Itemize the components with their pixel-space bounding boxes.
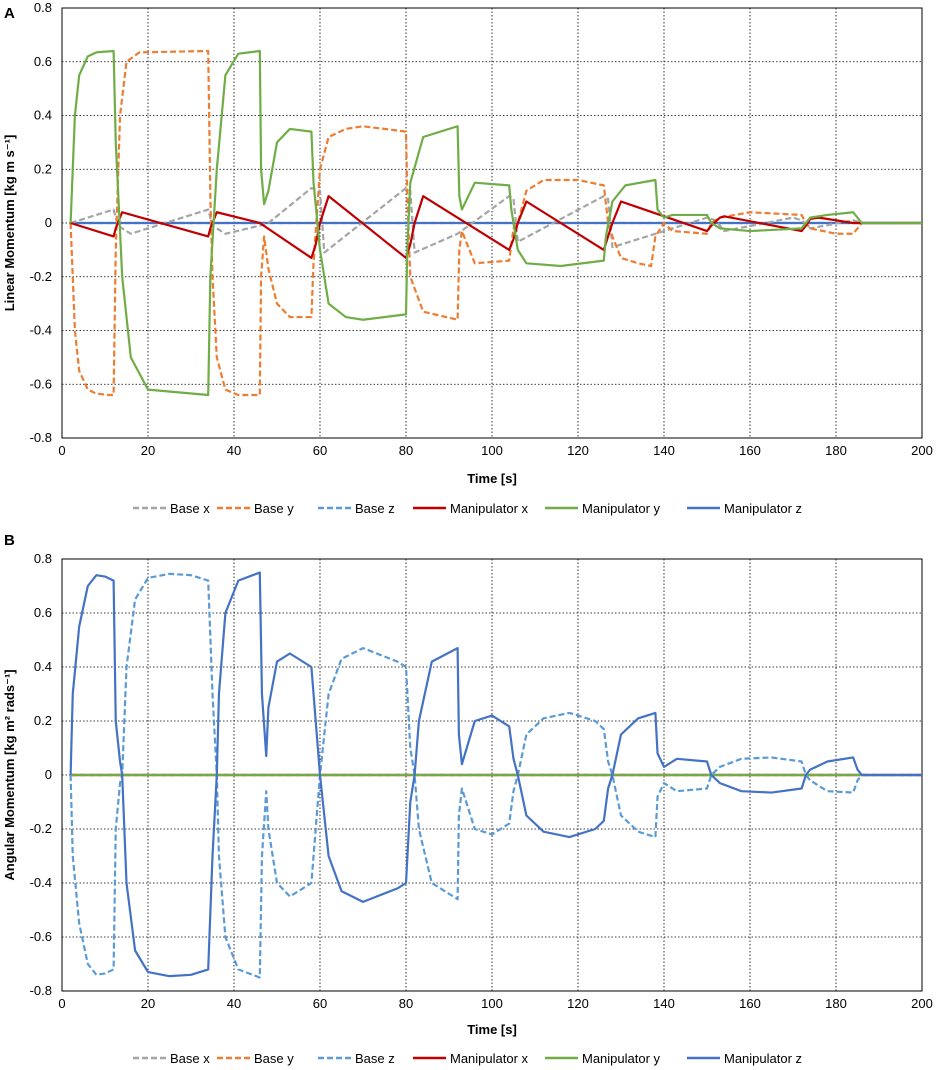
panel-b-x-tick-label: 180 bbox=[825, 996, 847, 1011]
panel-a-x-tick-label: 60 bbox=[313, 443, 327, 458]
panel-a-y-tick-label: 0.8 bbox=[34, 0, 52, 15]
panel-b-x-tick-label: 100 bbox=[481, 996, 503, 1011]
panel-b-x-tick-label: 20 bbox=[141, 996, 155, 1011]
panel-a-legend-label: Base y bbox=[254, 501, 294, 516]
panel-a-x-tick-label: 0 bbox=[58, 443, 65, 458]
panel-a-x-axis-title: Time [s] bbox=[467, 471, 517, 486]
panel-b-y-tick-label: -0.2 bbox=[30, 821, 52, 836]
panel-b-y-axis-title: Angular Momentum [kg m² rads⁻¹] bbox=[2, 669, 17, 880]
panel-b-legend-label: Base y bbox=[254, 1051, 294, 1066]
panel-a-y-tick-labels: 0.8 0.6 0.4 0.2 0 -0.2 -0.4 -0.6 -0.8 bbox=[30, 0, 52, 445]
panel-a-series-base-x bbox=[70, 186, 922, 254]
panel-b-x-tick-label: 140 bbox=[653, 996, 675, 1011]
panel-b-y-tick-label: -0.4 bbox=[30, 875, 52, 890]
panel-a-x-tick-label: 140 bbox=[653, 443, 675, 458]
panel-a-x-tick-label: 80 bbox=[399, 443, 413, 458]
panel-b-x-tick-label: 160 bbox=[739, 996, 761, 1011]
panel-a-x-tick-label: 200 bbox=[911, 443, 933, 458]
panel-b-x-tick-label: 120 bbox=[567, 996, 589, 1011]
panel-a-y-tick-label: -0.2 bbox=[30, 269, 52, 284]
panel-a-y-tick-label: -0.6 bbox=[30, 376, 52, 391]
panel-b-x-tick-label: 0 bbox=[58, 996, 65, 1011]
panel-a-legend-label: Base z bbox=[355, 501, 395, 516]
panel-a-y-tick-label: -0.8 bbox=[30, 430, 52, 445]
panel-b-x-tick-label: 80 bbox=[399, 996, 413, 1011]
panel-b-legend-label: Manipulator z bbox=[724, 1051, 802, 1066]
panel-b-chart: B 0.8 0.6 0.4 0.2 0 -0.2 -0.4 -0.6 -0.8 0 20 40 60 8… bbox=[2, 532, 933, 1066]
panel-a-x-tick-labels: 0 20 40 60 80 100 120 140 160 180 200 bbox=[58, 443, 932, 458]
panel-a-series-group bbox=[69, 49, 922, 397]
panel-a-x-tick-label: 20 bbox=[141, 443, 155, 458]
panel-b-y-tick-labels: 0.8 0.6 0.4 0.2 0 -0.2 -0.4 -0.6 -0.8 bbox=[30, 551, 52, 998]
panel-a-legend-label: Manipulator y bbox=[582, 501, 661, 516]
panel-a-label: A bbox=[4, 5, 15, 22]
panel-b-x-tick-label: 60 bbox=[313, 996, 327, 1011]
panel-b-y-tick-label: 0.8 bbox=[34, 551, 52, 566]
panel-b-y-tick-label: 0.6 bbox=[34, 605, 52, 620]
panel-b-legend-label: Base x bbox=[170, 1051, 210, 1066]
panel-b-x-axis-title: Time [s] bbox=[467, 1022, 517, 1037]
panel-b-x-tick-labels: 0 20 40 60 80 100 120 140 160 180 200 bbox=[58, 996, 932, 1011]
panel-a-legend-label: Manipulator x bbox=[450, 501, 529, 516]
panel-b-legend-label: Manipulator x bbox=[450, 1051, 529, 1066]
panel-b-y-tick-label: 0.2 bbox=[34, 713, 52, 728]
panel-a-legend: Base x Base y Base z Manipulator x Manipulat… bbox=[133, 501, 802, 516]
panel-a-legend-label: Base x bbox=[170, 501, 210, 516]
panel-b-x-tick-label: 40 bbox=[227, 996, 241, 1011]
panel-a-x-tick-label: 160 bbox=[739, 443, 761, 458]
panel-a-y-tick-label: 0.2 bbox=[34, 161, 52, 176]
panel-a-x-tick-label: 40 bbox=[227, 443, 241, 458]
panel-b-label: B bbox=[4, 532, 15, 549]
panel-b-y-tick-label: -0.8 bbox=[30, 983, 52, 998]
panel-b-legend-label: Base z bbox=[355, 1051, 395, 1066]
panel-b-y-tick-label: -0.6 bbox=[30, 929, 52, 944]
panel-a-legend-label: Manipulator z bbox=[724, 501, 802, 516]
panel-a-series-manipulator-y bbox=[69, 49, 922, 397]
panel-a-y-tick-label: 0.4 bbox=[34, 108, 52, 123]
panel-b-series-base-z bbox=[69, 572, 922, 979]
panel-b-y-tick-label: 0.4 bbox=[34, 659, 52, 674]
panel-a-y-tick-label: -0.4 bbox=[30, 323, 52, 338]
panel-a-y-tick-label: 0 bbox=[45, 215, 52, 230]
panel-b-x-tick-label: 200 bbox=[911, 996, 933, 1011]
panel-b-y-tick-label: 0 bbox=[45, 767, 52, 782]
panel-a-y-tick-label: 0.6 bbox=[34, 54, 52, 69]
panel-a-series-base-y bbox=[69, 49, 922, 397]
panel-a-x-tick-label: 180 bbox=[825, 443, 847, 458]
panel-a-x-tick-label: 100 bbox=[481, 443, 503, 458]
panel-b-legend: Base x Base y Base z Manipulator x Manipulat… bbox=[133, 1051, 802, 1066]
panel-b-series-group bbox=[69, 571, 922, 979]
panel-a-y-axis-title: Linear Momentum [kg m s⁻¹] bbox=[2, 135, 17, 312]
panel-a-chart: A 0.8 0.6 0.4 0.2 0 -0.2 -0.4 -0.6 -0.8 0 20 40 60 8… bbox=[2, 0, 933, 516]
panel-b-series-manipulator-z bbox=[69, 571, 922, 978]
panel-a-x-tick-label: 120 bbox=[567, 443, 589, 458]
panel-b-legend-label: Manipulator y bbox=[582, 1051, 661, 1066]
